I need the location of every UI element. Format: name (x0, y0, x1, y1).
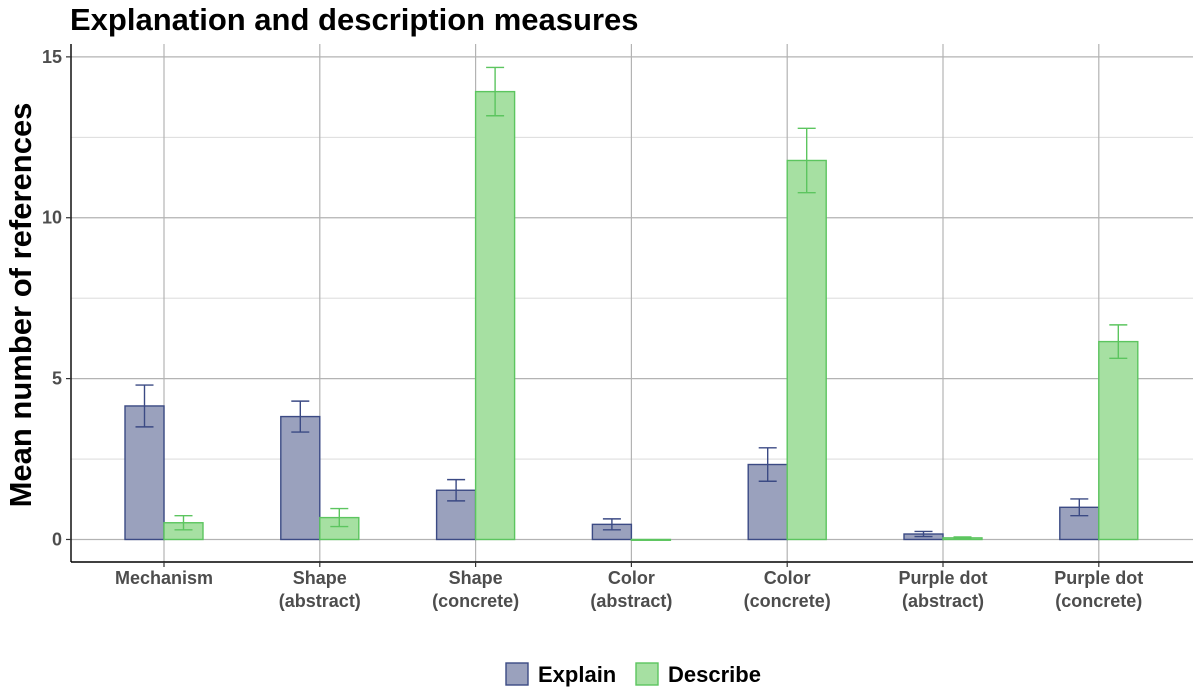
x-tick-label: (concrete) (744, 591, 831, 611)
bar-describe (474, 90, 516, 541)
y-tick-label: 15 (42, 47, 62, 67)
grid-lines (71, 44, 1193, 562)
bar-describe (786, 159, 827, 541)
x-tick-label: Mechanism (115, 568, 213, 588)
y-axis-label: Mean number of references (3, 103, 38, 508)
tick-labels: 0 5 10 15 Mechanism Shape (abstract) Shape (conc… (42, 47, 1143, 611)
x-tick-label: (concrete) (1055, 591, 1142, 611)
x-tick-label: (concrete) (432, 591, 519, 611)
legend: Explain Describe (505, 662, 761, 687)
x-tick-label: Purple dot (899, 568, 988, 588)
x-tick-label: Shape (293, 568, 347, 588)
bar-explain (124, 405, 165, 541)
chart-title: Explanation and description measures (70, 2, 639, 37)
x-tick-label: Purple dot (1054, 568, 1143, 588)
bar-explain (280, 415, 321, 541)
x-tick-label: (abstract) (279, 591, 361, 611)
y-tick-label: 10 (42, 208, 62, 228)
y-tick-label: 5 (52, 369, 62, 389)
bar-describe (1098, 340, 1139, 541)
y-tick-label: 0 (52, 529, 62, 549)
legend-label-describe: Describe (668, 662, 761, 687)
legend-swatch-explain (505, 662, 529, 686)
x-tick-label: (abstract) (590, 591, 672, 611)
bar-describe (630, 538, 672, 541)
x-tick-label: Color (608, 568, 655, 588)
bars (124, 90, 1139, 541)
error-bars (135, 66, 1128, 540)
legend-swatch-describe (635, 662, 659, 686)
legend-label-explain: Explain (538, 662, 616, 687)
x-tick-label: Color (764, 568, 811, 588)
x-tick-label: (abstract) (902, 591, 984, 611)
x-tick-label: Shape (449, 568, 503, 588)
